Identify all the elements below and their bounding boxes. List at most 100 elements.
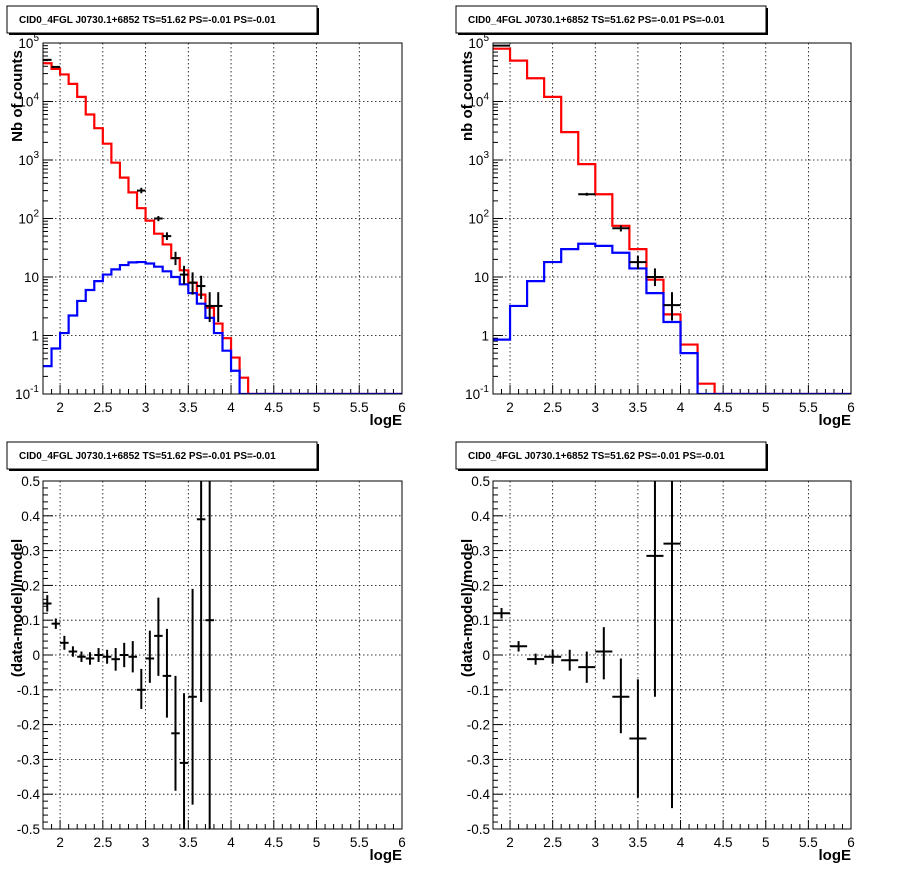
series-red-step — [493, 47, 851, 394]
chart-title: CID0_4FGL J0730.1+6852 TS=51.62 PS=-0.01… — [468, 451, 725, 462]
x-tick-label: 2.5 — [93, 400, 112, 415]
data-point — [43, 595, 52, 612]
data-point — [94, 648, 103, 662]
data-points — [43, 58, 223, 323]
data-point — [646, 481, 664, 697]
data-point — [85, 652, 95, 665]
plot-frame — [42, 480, 403, 830]
y-tick-label: 0.1 — [471, 613, 490, 628]
data-point — [527, 653, 545, 665]
data-point — [595, 627, 613, 680]
x-tick-label: 5.5 — [799, 400, 818, 415]
y-tick-label: -0.3 — [467, 752, 490, 767]
y-tick-label: -0.1 — [467, 683, 490, 698]
y-tick-label: 0.2 — [471, 578, 490, 593]
y-tick-labels: -0.5 -0.4 -0.3 -0.2 -0.1 0 0.1 0.2 0.3 0.4 0.5 — [467, 474, 491, 837]
data-point — [60, 635, 69, 650]
data-point — [188, 588, 197, 805]
data-point — [629, 255, 647, 270]
x-tick-label: 3.5 — [179, 400, 198, 415]
tick-marks — [492, 480, 852, 830]
y-tick-label: 1 — [481, 329, 489, 344]
series-red-step — [43, 62, 402, 394]
y-tick-label: -0.2 — [467, 718, 490, 733]
data-point — [612, 225, 630, 232]
x-tick-label: 3 — [142, 400, 150, 415]
y-axis-label: (data-model)/model — [9, 539, 26, 677]
data-point — [663, 292, 681, 321]
chart-title: CID0_4FGL J0730.1+6852 TS=51.62 PS=-0.01… — [19, 15, 276, 26]
x-tick-label: 4 — [227, 835, 235, 850]
x-tick-label: 4.5 — [714, 835, 733, 850]
x-tick-label: 4 — [227, 400, 235, 415]
y-tick-label: 0.3 — [471, 544, 490, 559]
x-tick-label: 3.5 — [629, 835, 648, 850]
y-tick-label: 0.1 — [21, 613, 40, 628]
data-point — [205, 292, 214, 323]
x-tick-labels: 2 2.5 3 3.5 4 4.5 5 5.5 6 — [56, 400, 405, 415]
data-points — [493, 44, 681, 321]
data-point — [188, 272, 197, 295]
x-tick-label: 3.5 — [629, 400, 648, 415]
x-tick-label: 6 — [847, 400, 855, 415]
y-axis-label: Nb of counts — [9, 50, 26, 142]
data-point — [111, 648, 120, 671]
y-tick-label: -0.2 — [17, 718, 40, 733]
x-tick-label: 5.5 — [350, 400, 369, 415]
x-axis-label: logE — [819, 412, 852, 429]
data-point — [612, 658, 630, 734]
y-tick-labels: 10-1 1 10 102 103 104 105 — [465, 33, 489, 402]
x-tick-label: 6 — [398, 835, 406, 850]
y-tick-label: 10 — [24, 270, 39, 285]
y-tick-label: 103 — [468, 150, 489, 168]
x-tick-label: 5.5 — [799, 835, 818, 850]
y-tick-label: -0.5 — [17, 822, 40, 837]
y-tick-label: 0.5 — [21, 474, 40, 489]
title-box: CID0_4FGL J0730.1+6852 TS=51.62 PS=-0.01… — [455, 441, 768, 471]
x-tick-label: 5 — [313, 835, 321, 850]
x-tick-label: 4.5 — [264, 835, 283, 850]
y-tick-label: -0.4 — [17, 787, 41, 802]
data-point — [154, 597, 163, 676]
plot-frame — [492, 42, 852, 395]
data-point — [51, 618, 61, 629]
x-tick-label: 5 — [313, 400, 321, 415]
data-point — [154, 216, 163, 222]
x-tick-label: 2.5 — [543, 835, 562, 850]
y-tick-label: -0.1 — [17, 683, 40, 698]
y-tick-label: -0.4 — [467, 787, 491, 802]
y-tick-label: 104 — [18, 92, 39, 110]
y-tick-label: 0.2 — [21, 578, 40, 593]
tick-marks — [42, 480, 403, 830]
data-point — [510, 641, 528, 652]
x-tick-label: 2 — [506, 835, 514, 850]
data-point — [493, 44, 511, 47]
y-tick-label: 102 — [18, 209, 39, 227]
x-tick-label: 2.5 — [543, 400, 562, 415]
x-tick-label: 3.5 — [179, 835, 198, 850]
series-blue-step — [43, 260, 402, 394]
chart-title: CID0_4FGL J0730.1+6852 TS=51.62 PS=-0.01… — [19, 451, 276, 462]
y-tick-label: 10-1 — [15, 384, 39, 402]
data-point — [77, 651, 86, 662]
x-tick-labels: 2 2.5 3 3.5 4 4.5 5 5.5 6 — [506, 835, 854, 850]
y-axis-label: nb of counts — [459, 51, 476, 141]
x-tick-label: 3 — [592, 835, 600, 850]
x-tick-label: 3 — [592, 400, 600, 415]
data-point — [137, 187, 146, 194]
x-axis-label: logE — [819, 847, 852, 864]
data-point — [561, 649, 579, 671]
y-tick-label: 0.5 — [471, 474, 490, 489]
data-point — [145, 630, 155, 683]
x-tick-label: 6 — [847, 835, 855, 850]
y-tick-labels: -0.5 -0.4 -0.3 -0.2 -0.1 0 0.1 0.2 0.3 0.4 0.5 — [17, 474, 41, 837]
x-tick-label: 6 — [398, 400, 406, 415]
chart-title: CID0_4FGL J0730.1+6852 TS=51.62 PS=-0.01… — [468, 15, 725, 26]
data-point — [629, 679, 647, 798]
data-point — [213, 292, 223, 323]
panel-3: 2 2.5 3 3.5 4 4.5 5 5.5 6 -0.5 -0.4 -0.3 -0.2 -0.1 0 0.… — [6, 441, 406, 864]
x-axis-label: logE — [370, 412, 403, 429]
x-tick-label: 2 — [56, 400, 64, 415]
y-tick-label: 103 — [18, 150, 39, 168]
data-points — [43, 481, 214, 829]
